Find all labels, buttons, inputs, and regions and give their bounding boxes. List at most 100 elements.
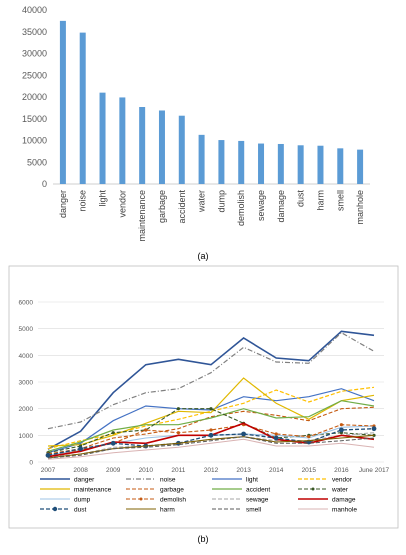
x-tick-label: damage — [276, 190, 286, 223]
series-marker-demolish — [144, 428, 148, 432]
series-marker-water — [209, 407, 213, 411]
legend-label: danger — [74, 477, 95, 484]
x-tick-label: 2008 — [73, 467, 88, 474]
legend-label: demolish — [160, 497, 186, 504]
legend-marker-demolish — [139, 497, 143, 501]
x-tick-label: 2013 — [236, 467, 251, 474]
x-tick-label: demolish — [236, 190, 246, 226]
x-tick-label: 2009 — [106, 467, 121, 474]
x-tick-label: sewage — [256, 190, 266, 221]
y-tick-label: 6000 — [19, 300, 34, 307]
y-tick-label: 25000 — [22, 70, 47, 80]
y-tick-label: 40000 — [22, 5, 47, 15]
legend-label: smell — [246, 507, 262, 514]
x-tick-label: garbage — [157, 190, 167, 223]
series-line-smell — [47, 436, 375, 459]
line-chart-legend: danger noise light vendor maintenance garbage… — [40, 477, 357, 514]
x-tick-label: light — [98, 190, 108, 207]
x-tick-label: 2010 — [139, 467, 154, 474]
series-marker-dust — [208, 432, 214, 438]
x-tick-label: 2016 — [334, 467, 349, 474]
x-tick-label: accident — [177, 190, 187, 224]
series-marker-dust — [339, 427, 344, 433]
x-tick-label: manhole — [355, 190, 365, 225]
panel-label-b: (b) — [198, 534, 209, 544]
series-line-noise — [47, 331, 375, 430]
y-tick-label: 4000 — [19, 353, 34, 360]
series-line-manhole — [47, 438, 375, 460]
x-tick-label: smell — [335, 190, 345, 211]
legend-label: vendor — [332, 477, 353, 484]
series-marker-water — [111, 431, 115, 435]
y-tick-label: 1000 — [19, 433, 34, 440]
x-tick-label: dump — [216, 190, 226, 213]
series-marker-demolish — [307, 435, 311, 439]
x-tick-label: 2011 — [171, 467, 185, 474]
x-tick-label: vendor — [117, 190, 127, 218]
bar-maintenance — [139, 107, 146, 184]
series-line-accident — [47, 400, 375, 452]
bar-garbage — [158, 110, 165, 184]
x-tick-label: danger — [58, 190, 68, 218]
series-marker-dust — [45, 452, 51, 458]
series-marker-dust — [241, 431, 247, 437]
bar-harm — [317, 145, 324, 184]
legend-label: accident — [246, 487, 270, 494]
y-tick-label: 5000 — [27, 157, 47, 167]
legend-label: dump — [74, 497, 91, 504]
series-line-danger — [47, 330, 375, 450]
bar-dust — [297, 145, 304, 184]
series-marker-dust — [273, 435, 279, 441]
legend-marker-dust — [52, 506, 58, 512]
legend-label: dust — [74, 507, 86, 514]
y-tick-label: 15000 — [22, 114, 47, 124]
series-marker-demolish — [176, 431, 180, 435]
bar-vendor — [119, 97, 126, 184]
series-marker-demolish — [339, 423, 343, 427]
y-tick-label: 30000 — [22, 49, 47, 59]
legend-marker-water — [311, 487, 315, 491]
legend-label: maintenance — [74, 487, 112, 494]
line-chart-b: 0 1000 2000 3000 4000 5000 6000 2007 2008 2009 201… — [19, 300, 390, 475]
legend-label: damage — [332, 497, 356, 504]
bar-smell — [337, 148, 344, 184]
x-tick-label: 2012 — [204, 467, 219, 474]
x-tick-label: 2015 — [302, 467, 317, 474]
bar-water — [198, 134, 205, 184]
series-line-garbage — [47, 406, 375, 455]
x-tick-label: water — [197, 190, 207, 213]
series-marker-dust — [78, 446, 83, 452]
x-tick-label: dust — [296, 190, 306, 208]
legend-label: manhole — [332, 507, 357, 514]
series-marker-water — [176, 407, 180, 411]
series-line-maintenance — [47, 377, 375, 447]
legend-label: light — [246, 477, 258, 484]
bar-chart-a: 0 5000 10000 15000 20000 25000 30000 35000 40000… — [22, 5, 370, 242]
series-marker-dust — [110, 440, 116, 446]
series-line-vendor — [47, 386, 375, 450]
y-tick-label: 2000 — [19, 406, 34, 413]
bar-demolish — [238, 140, 245, 184]
series-marker-dust — [371, 426, 377, 432]
line-chart-frame — [8, 265, 399, 529]
x-tick-label: noise — [78, 190, 88, 212]
series-marker-demolish — [209, 428, 213, 432]
bar-dump — [218, 140, 225, 184]
y-tick-label: 5000 — [19, 326, 34, 333]
y-tick-label: 0 — [42, 179, 47, 189]
x-tick-label: 2014 — [269, 467, 284, 474]
y-tick-label: 20000 — [22, 92, 47, 102]
series-line-water — [47, 408, 375, 454]
legend-label: water — [331, 487, 349, 494]
legend-label: garbage — [160, 487, 184, 494]
x-tick-label: 2007 — [41, 467, 56, 474]
bar-sewage — [258, 143, 265, 184]
y-tick-label: 3000 — [19, 380, 34, 387]
panel-label-a: (a) — [198, 251, 209, 261]
bar-danger — [59, 20, 66, 184]
series-marker-demolish — [274, 432, 278, 436]
legend-label: noise — [160, 477, 176, 484]
bar-light — [99, 92, 106, 184]
y-tick-label: 0 — [29, 460, 33, 467]
